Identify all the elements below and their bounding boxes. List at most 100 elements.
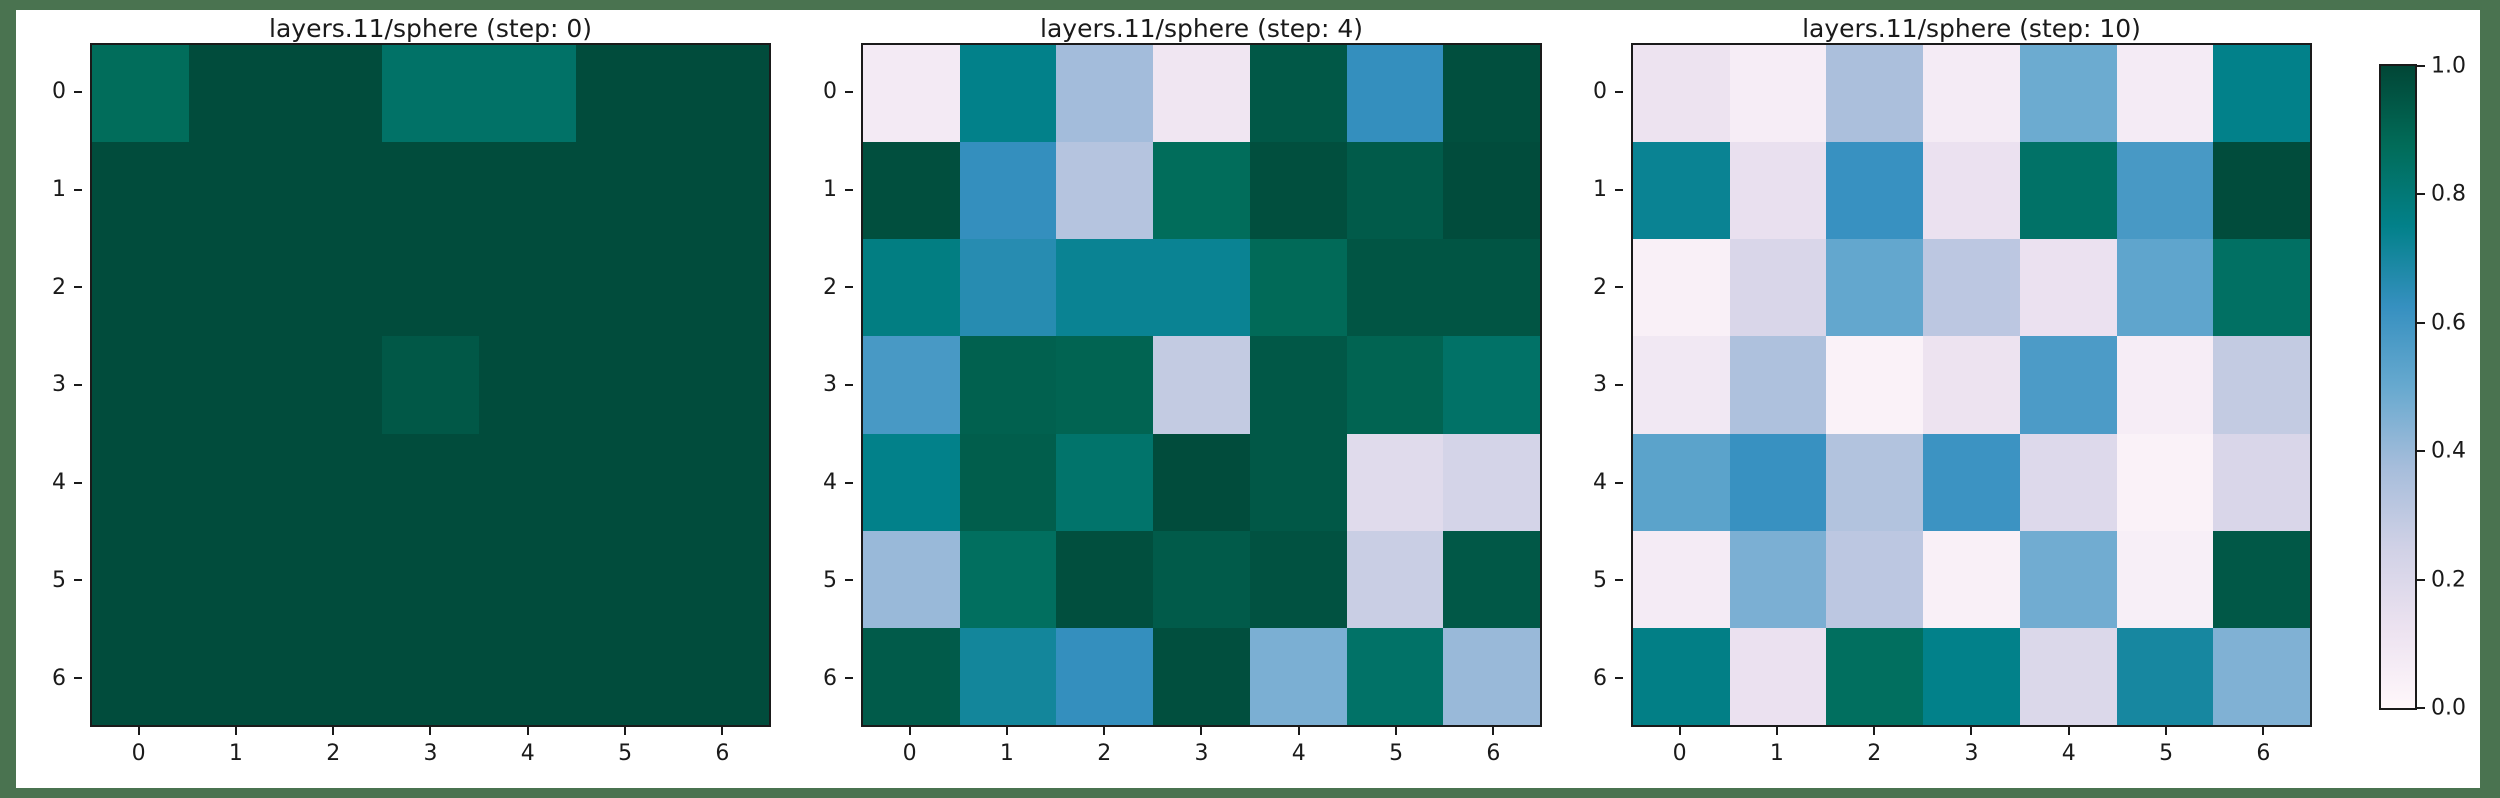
heatmap-cell bbox=[1729, 45, 1827, 143]
x-tick-label: 0 bbox=[861, 727, 958, 777]
heatmap-cell bbox=[1826, 45, 1924, 143]
heatmap-cell bbox=[285, 433, 383, 531]
x-tick-label: 2 bbox=[285, 727, 382, 777]
heatmap-cell bbox=[1633, 142, 1730, 240]
heatmap-cell bbox=[863, 142, 960, 240]
heatmap-cell bbox=[382, 530, 479, 628]
panel-title: layers.11/sphere (step: 0) bbox=[269, 14, 592, 43]
heatmap-cell bbox=[188, 239, 286, 337]
heatmap-cell bbox=[285, 530, 383, 628]
heatmap-cell bbox=[1633, 239, 1730, 337]
heatmap-cell bbox=[92, 530, 189, 628]
y-tick-label: 0 bbox=[28, 43, 82, 141]
heatmap-cell bbox=[672, 627, 769, 725]
colorbar-tick-mark bbox=[2417, 65, 2425, 67]
heatmap-cell bbox=[1056, 45, 1154, 143]
y-tick-label: 2 bbox=[799, 238, 853, 336]
y-tick-label: 0 bbox=[1569, 43, 1623, 141]
heatmap-cell bbox=[1346, 239, 1444, 337]
heatmap-cell bbox=[672, 142, 769, 240]
y-tick-label: 5 bbox=[28, 532, 82, 630]
x-tick-label: 3 bbox=[382, 727, 479, 777]
heatmap-cell bbox=[1923, 239, 2020, 337]
heatmap-cell bbox=[2116, 530, 2214, 628]
heatmap-cell bbox=[285, 142, 383, 240]
heatmap-cell bbox=[1153, 142, 1250, 240]
heatmap-cell bbox=[1443, 336, 1540, 434]
x-tick-label: 4 bbox=[479, 727, 576, 777]
heatmap-cell bbox=[959, 530, 1057, 628]
y-tick-label: 3 bbox=[28, 336, 82, 434]
heatmap-cell bbox=[1729, 530, 1827, 628]
heatmap-cell bbox=[2019, 45, 2117, 143]
heatmap-axes bbox=[1631, 43, 2312, 727]
colorbar-tick-mark bbox=[2417, 450, 2425, 453]
y-tick-label: 1 bbox=[799, 141, 853, 239]
heatmap-cell bbox=[1443, 627, 1540, 725]
heatmap-cell bbox=[382, 336, 479, 434]
colorbar-tick-label: 0.2 bbox=[2431, 567, 2466, 593]
heatmap-cell bbox=[1923, 142, 2020, 240]
heatmap-cell bbox=[1443, 433, 1540, 531]
colorbar-tick-mark bbox=[2417, 578, 2425, 581]
y-tick-label: 1 bbox=[1569, 141, 1623, 239]
heatmap-cell bbox=[285, 627, 383, 725]
heatmap-cell bbox=[672, 45, 769, 143]
x-tick-label: 1 bbox=[958, 727, 1055, 777]
colorbar-tick-label: 1.0 bbox=[2431, 53, 2466, 79]
heatmap-cell bbox=[478, 142, 576, 240]
heatmap-cell bbox=[1633, 45, 1730, 143]
heatmap-cell bbox=[1056, 336, 1154, 434]
heatmap-cell bbox=[863, 530, 960, 628]
heatmap-cell bbox=[575, 627, 673, 725]
heatmap-cell bbox=[1443, 239, 1540, 337]
heatmap-cell bbox=[478, 627, 576, 725]
heatmap-cell bbox=[959, 433, 1057, 531]
heatmap-cell bbox=[188, 142, 286, 240]
x-tick-label: 5 bbox=[576, 727, 673, 777]
heatmap-cell bbox=[382, 239, 479, 337]
x-tick-label: 3 bbox=[1153, 727, 1250, 777]
heatmap-cell bbox=[1923, 433, 2020, 531]
y-tick-label: 2 bbox=[28, 238, 82, 336]
heatmap-cell bbox=[2213, 45, 2310, 143]
heatmap-cell bbox=[1923, 45, 2020, 143]
heatmap-cell bbox=[575, 45, 673, 143]
y-tick-label: 6 bbox=[799, 629, 853, 727]
heatmap-cell bbox=[1729, 239, 1827, 337]
heatmap-cell bbox=[1249, 433, 1347, 531]
heatmap-cell bbox=[1826, 433, 1924, 531]
heatmap-cell bbox=[1249, 45, 1347, 143]
colorbar-tick-label: 0.0 bbox=[2431, 695, 2466, 721]
heatmap-axes bbox=[90, 43, 771, 727]
heatmap-cell bbox=[2213, 433, 2310, 531]
heatmap-cell bbox=[1249, 239, 1347, 337]
heatmap-cell bbox=[188, 530, 286, 628]
y-tick-label: 6 bbox=[1569, 629, 1623, 727]
colorbar-tick-mark bbox=[2417, 707, 2425, 709]
y-tick-label: 3 bbox=[799, 336, 853, 434]
heatmap-cell bbox=[1153, 336, 1250, 434]
x-tick-label: 3 bbox=[1923, 727, 2020, 777]
heatmap-cell bbox=[672, 433, 769, 531]
heatmap-cell bbox=[478, 239, 576, 337]
heatmap-cell bbox=[959, 336, 1057, 434]
colorbar-tick-mark bbox=[2417, 321, 2425, 324]
heatmap-cell bbox=[382, 627, 479, 725]
colorbar-tick-label: 0.8 bbox=[2431, 181, 2466, 207]
x-tick-label: 4 bbox=[1250, 727, 1347, 777]
heatmap-cell bbox=[478, 530, 576, 628]
heatmap-cell bbox=[959, 239, 1057, 337]
heatmap-cell bbox=[1826, 239, 1924, 337]
heatmap-cell bbox=[2213, 336, 2310, 434]
heatmap-cell bbox=[1346, 45, 1444, 143]
heatmap-cell bbox=[92, 239, 189, 337]
heatmap-cell bbox=[2019, 336, 2117, 434]
heatmap-cell bbox=[2213, 239, 2310, 337]
heatmap-cell bbox=[1249, 530, 1347, 628]
